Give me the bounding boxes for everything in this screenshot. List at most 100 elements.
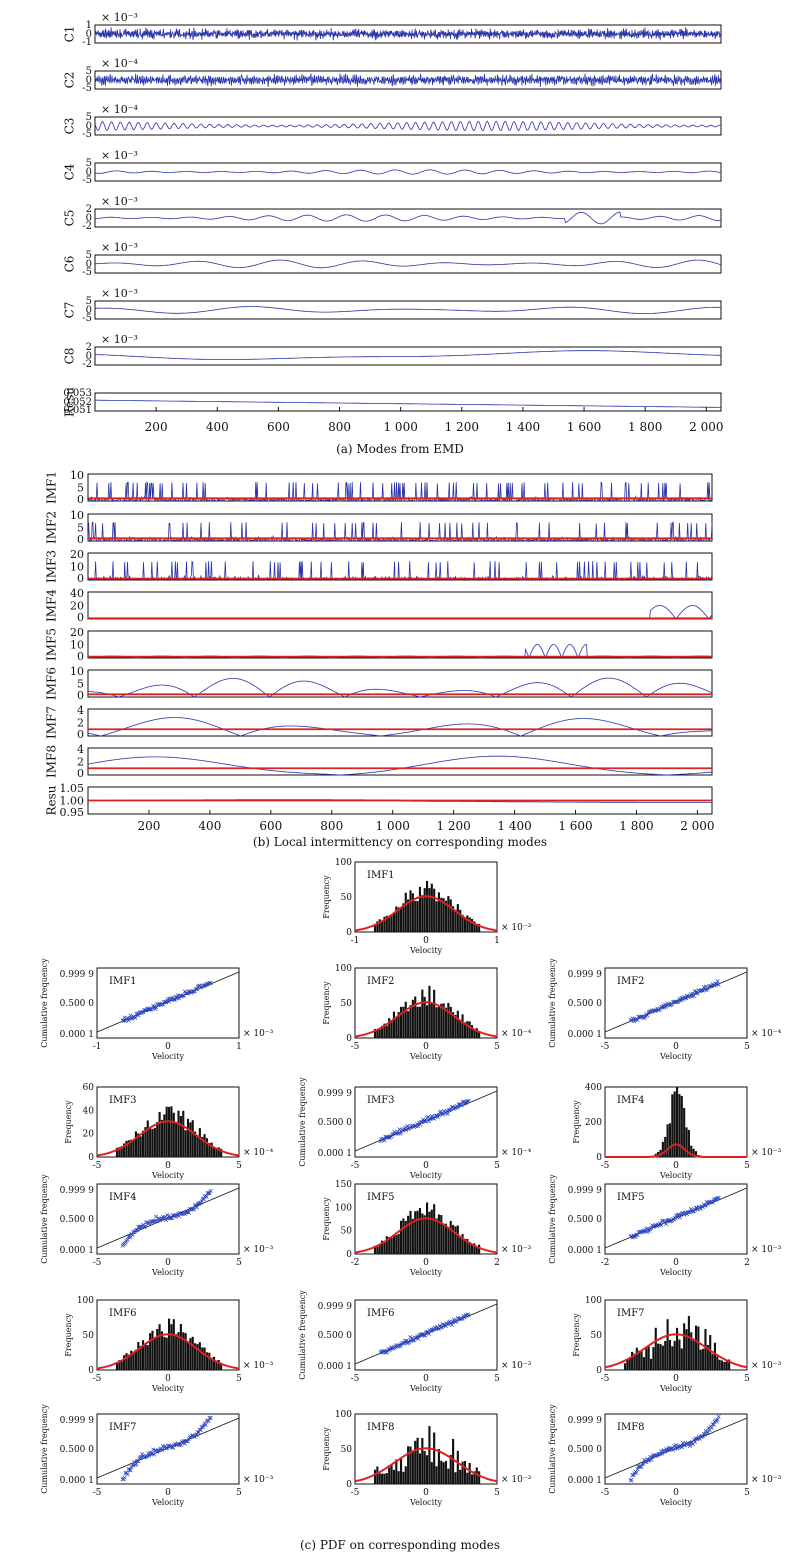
scale-label: × 10⁻³ (751, 1245, 782, 1255)
histogram-bar (687, 1316, 690, 1370)
histogram-bar (392, 1011, 395, 1038)
x-tick-label: 1 600 (567, 420, 601, 434)
y-tick-label: 50 (341, 1445, 353, 1455)
y-tick-label: 5 (86, 158, 92, 169)
histogram-bar (478, 1031, 481, 1038)
histogram-bar (201, 1136, 204, 1157)
y-axis-label: Cumulative frequency (40, 1174, 49, 1264)
probability-point (436, 1326, 441, 1332)
probability-point (674, 1443, 679, 1448)
probability-point (135, 1227, 140, 1233)
histogram-bar (671, 1346, 674, 1370)
histogram-bar (149, 1127, 152, 1157)
panel-name: IMF2 (617, 976, 645, 987)
panel-label: IMF2 (45, 511, 59, 544)
histogram-bar (404, 1220, 407, 1254)
y-tick-label: 0 (86, 305, 92, 316)
probability-point (649, 1225, 654, 1230)
histogram-bar (376, 1029, 379, 1038)
histogram-bar (402, 1218, 405, 1254)
y-tick-label: 0 (86, 29, 92, 40)
probability-point (643, 1014, 648, 1019)
histogram-bar (635, 1347, 638, 1370)
probability-point (649, 1457, 654, 1462)
probability-point (705, 1431, 710, 1436)
normal-fit-curve (605, 1143, 747, 1158)
probability-point (145, 1006, 150, 1011)
probability-point (127, 1468, 132, 1473)
scale-label: × 10⁻⁴ (501, 1029, 532, 1039)
x-axis-label: Velocity (151, 1171, 184, 1180)
x-tick-label: 0 (165, 1488, 171, 1498)
histogram-bar (378, 1245, 381, 1254)
histogram-bar (426, 1005, 429, 1038)
histogram-bar (456, 1450, 459, 1484)
probability-point (203, 1422, 208, 1427)
y-tick-label: 0 (88, 1153, 94, 1163)
histogram-bar (385, 1473, 388, 1484)
histogram-bar (196, 1135, 199, 1157)
histogram-bar (127, 1140, 130, 1157)
y-axis-label: Cumulative frequency (298, 1290, 307, 1380)
probability-point (675, 1212, 681, 1217)
histogram-bar (475, 1028, 478, 1038)
probability-point (660, 1451, 665, 1456)
probability-point (465, 1099, 470, 1104)
histogram-bar (376, 921, 379, 932)
intermittency-signal (88, 677, 713, 698)
y-tick-label: 0 (346, 1034, 352, 1044)
y-tick-label: 0 (77, 493, 84, 506)
y-tick-label: 0 (77, 767, 84, 780)
y-tick-label: 100 (335, 1410, 352, 1420)
y-tick-label: 2 (77, 756, 84, 769)
histogram-bar (428, 888, 431, 932)
scale-label: × 10⁻³ (501, 923, 532, 933)
histogram-bar (421, 895, 424, 932)
histogram-bar (631, 1351, 634, 1370)
probability-point (702, 1203, 707, 1208)
histogram-bar (440, 1003, 443, 1038)
mode-panel-c2: C2 × 10⁻⁴ 50-5 (63, 57, 722, 94)
mode-signal (94, 259, 722, 269)
x-axis-label: Velocity (409, 1498, 442, 1507)
histogram-bar (444, 1223, 448, 1254)
probability-point (396, 1343, 401, 1348)
histogram-bar (378, 1029, 381, 1038)
histogram-bar (678, 1094, 681, 1157)
histogram-bar (626, 1359, 629, 1370)
y-tick-label: 0.000 1 (568, 1030, 602, 1040)
histogram-bar (426, 1202, 429, 1254)
x-tick-label: 1 000 (376, 819, 410, 833)
histogram-bar (423, 996, 426, 1038)
histogram-bar (718, 1359, 721, 1370)
histogram-bar (452, 1224, 455, 1254)
scale-label: × 10⁻⁴ (501, 1148, 532, 1158)
probability-point (390, 1346, 395, 1351)
caption-a: (a) Modes from EMD (336, 442, 464, 456)
panel-label: Resu (45, 785, 59, 815)
normal-fit-curve (604, 1333, 748, 1369)
probability-point (445, 1111, 450, 1116)
y-tick-label: 40 (83, 1106, 95, 1116)
scale-label: × 10⁻³ (243, 1029, 274, 1039)
y-tick-label: 20 (70, 548, 84, 561)
y-tick-label: 0.500 0 (568, 1445, 603, 1455)
x-tick-label: -1 (93, 1042, 102, 1052)
histogram-bar (475, 924, 478, 932)
y-tick-label: 0 (88, 1366, 94, 1376)
probability-point (712, 983, 717, 988)
histogram-bar (388, 1467, 391, 1484)
histogram-bar (671, 1094, 674, 1157)
y-tick-label: 100 (585, 1296, 602, 1306)
y-tick-label: 0 (596, 1366, 602, 1376)
histogram-bar (139, 1136, 142, 1157)
y-tick-label: 4 (77, 704, 84, 717)
histogram-bar (163, 1114, 166, 1157)
y-tick-label: 1.05 (60, 782, 85, 795)
histogram-bar (198, 1342, 201, 1370)
histogram-bar (428, 985, 431, 1038)
x-tick-label: 0 (673, 1374, 679, 1384)
x-tick-label: 0 (673, 1488, 679, 1498)
